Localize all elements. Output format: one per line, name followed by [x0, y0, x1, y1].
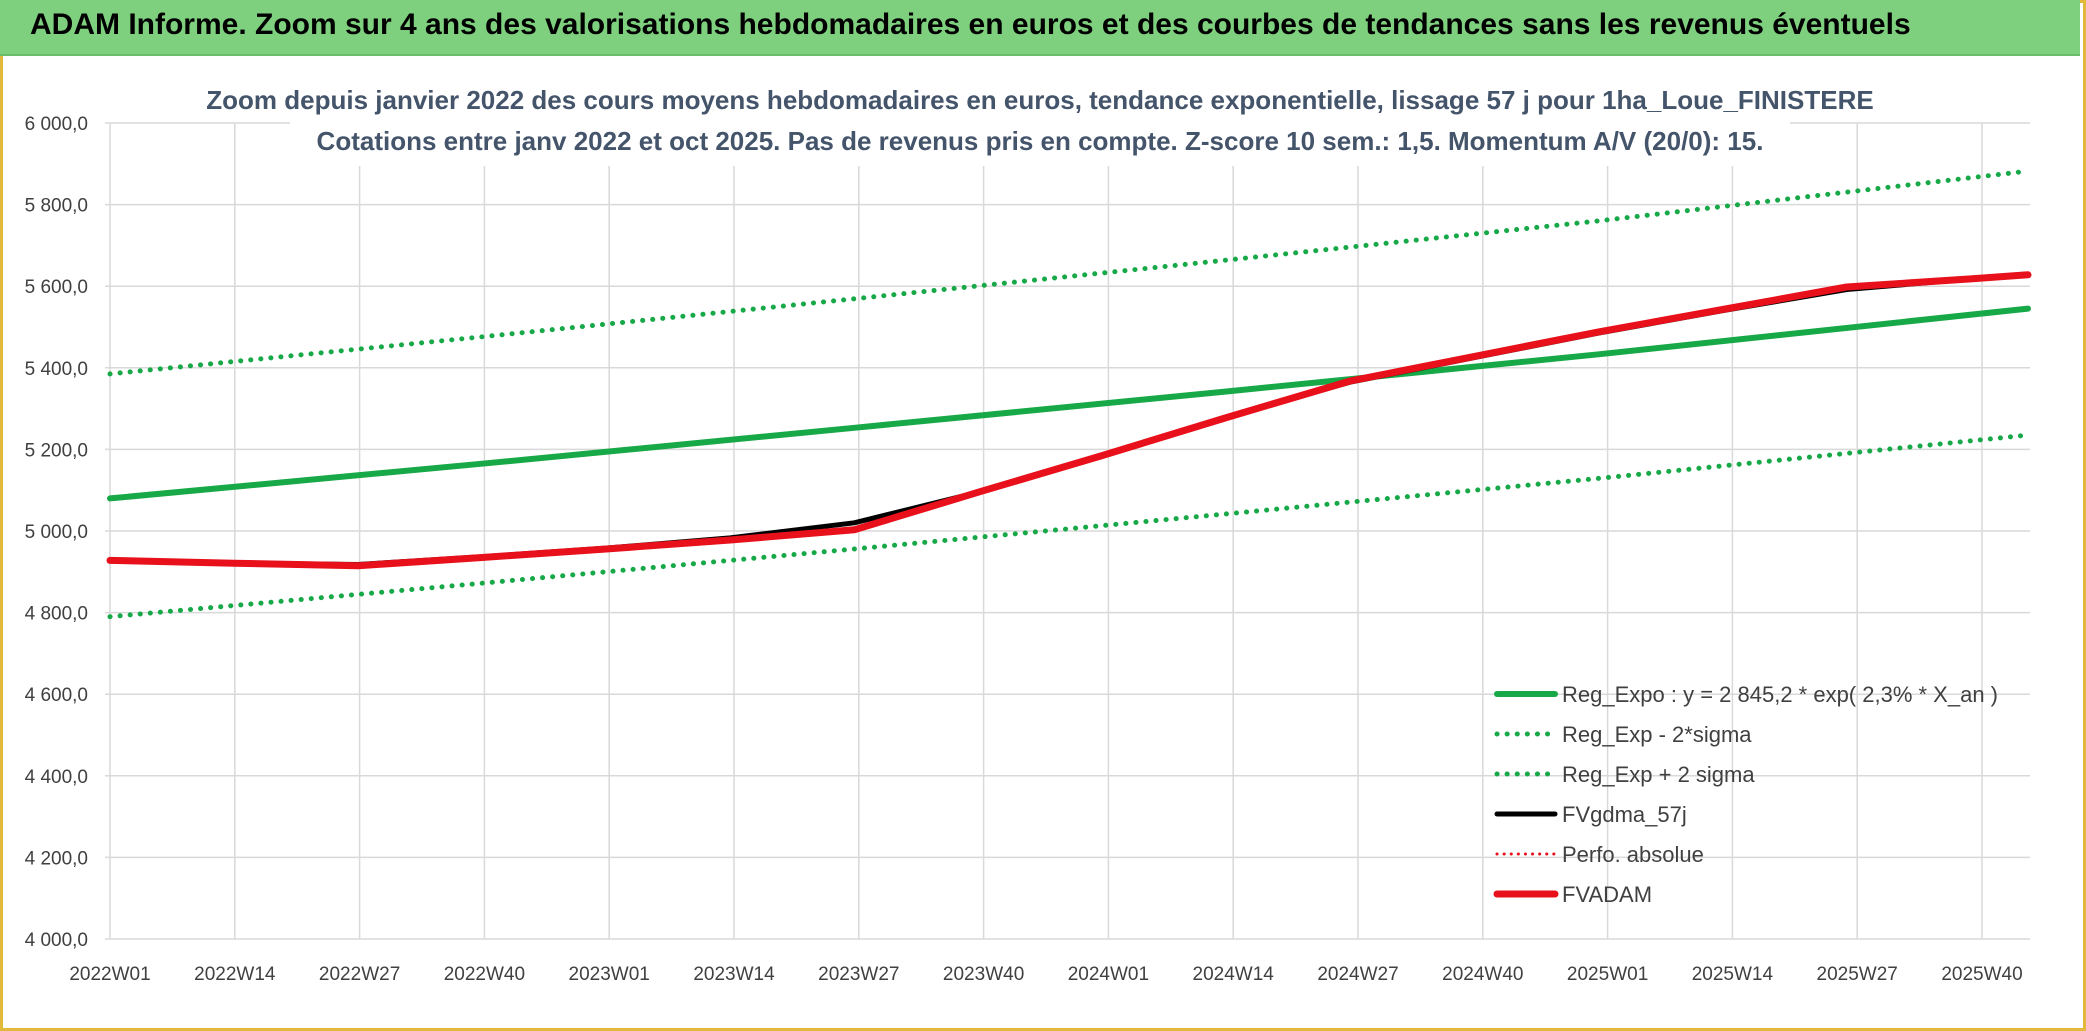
- x-tick-label: 2023W40: [943, 964, 1024, 985]
- x-tick-label: 2024W14: [1193, 964, 1275, 985]
- series-line-5: [106, 271, 2032, 570]
- x-tick-label: 2024W40: [1442, 964, 1523, 985]
- y-tick-label: 5 200,0: [25, 440, 88, 461]
- x-tick-label: 2023W01: [569, 964, 650, 985]
- y-axis-ticks: 4 000,0 4 200,0 4 400,0 4 600,0 4 800,0 5 000…: [25, 114, 88, 951]
- legend-label: Perfo. absolue: [1562, 842, 1704, 867]
- y-tick-label: 5 600,0: [25, 277, 88, 298]
- legend-label: Reg_Exp - 2*sigma: [1562, 722, 1752, 747]
- x-tick-label: 2024W27: [1317, 964, 1398, 985]
- y-tick-label: 6 000,0: [25, 114, 88, 135]
- grid: [105, 122, 2030, 940]
- x-tick-label: 2025W01: [1567, 964, 1648, 985]
- series-line-2: [107, 168, 2031, 377]
- x-tick-label: 2023W27: [818, 964, 899, 985]
- x-tick-label: 2022W14: [194, 964, 276, 985]
- series-line-0: [107, 305, 2031, 502]
- x-tick-label: 2022W01: [69, 964, 150, 985]
- chart-title-line1: Zoom depuis janvier 2022 des cours moyen…: [206, 85, 1873, 115]
- x-axis-ticks: 2022W01 2022W14 2022W27 2022W40 2023W01 2023W…: [69, 964, 2022, 985]
- legend-label: Reg_Expo : y = 2 845,2 * exp( 2,3% * X_a…: [1562, 682, 1998, 707]
- series-line-4: [108, 272, 2030, 567]
- legend-label: Reg_Exp + 2 sigma: [1562, 762, 1755, 787]
- x-tick-label: 2022W27: [319, 964, 400, 985]
- y-tick-label: 4 400,0: [25, 767, 88, 788]
- banner-title: ADAM Informe. Zoom sur 4 ans des valoris…: [30, 8, 1911, 41]
- series-line-3: [107, 271, 2031, 567]
- series: [106, 168, 2032, 620]
- title-banner: ADAM Informe. Zoom sur 4 ans des valoris…: [0, 0, 2080, 56]
- legend: Reg_Expo : y = 2 845,2 * exp( 2,3% * X_a…: [1493, 682, 1998, 907]
- x-tick-label: 2025W40: [1941, 964, 2022, 985]
- y-tick-label: 4 000,0: [25, 930, 88, 951]
- legend-label: FVADAM: [1562, 882, 1652, 907]
- y-tick-label: 4 800,0: [25, 604, 88, 625]
- chart-title-line2: Cotations entre janv 2022 et oct 2025. P…: [317, 126, 1764, 156]
- x-tick-label: 2023W14: [693, 964, 775, 985]
- series-line-1: [107, 432, 2031, 620]
- y-tick-label: 5 400,0: [25, 359, 88, 380]
- y-tick-label: 5 000,0: [25, 522, 88, 543]
- x-tick-label: 2025W27: [1817, 964, 1898, 985]
- x-tick-label: 2024W01: [1068, 964, 1149, 985]
- y-tick-label: 5 800,0: [25, 196, 88, 217]
- legend-label: FVgdma_57j: [1562, 802, 1687, 827]
- y-tick-label: 4 200,0: [25, 848, 88, 869]
- title-background: [290, 74, 1790, 166]
- x-tick-label: 2022W40: [444, 964, 525, 985]
- y-tick-label: 4 600,0: [25, 685, 88, 706]
- x-tick-label: 2025W14: [1692, 964, 1774, 985]
